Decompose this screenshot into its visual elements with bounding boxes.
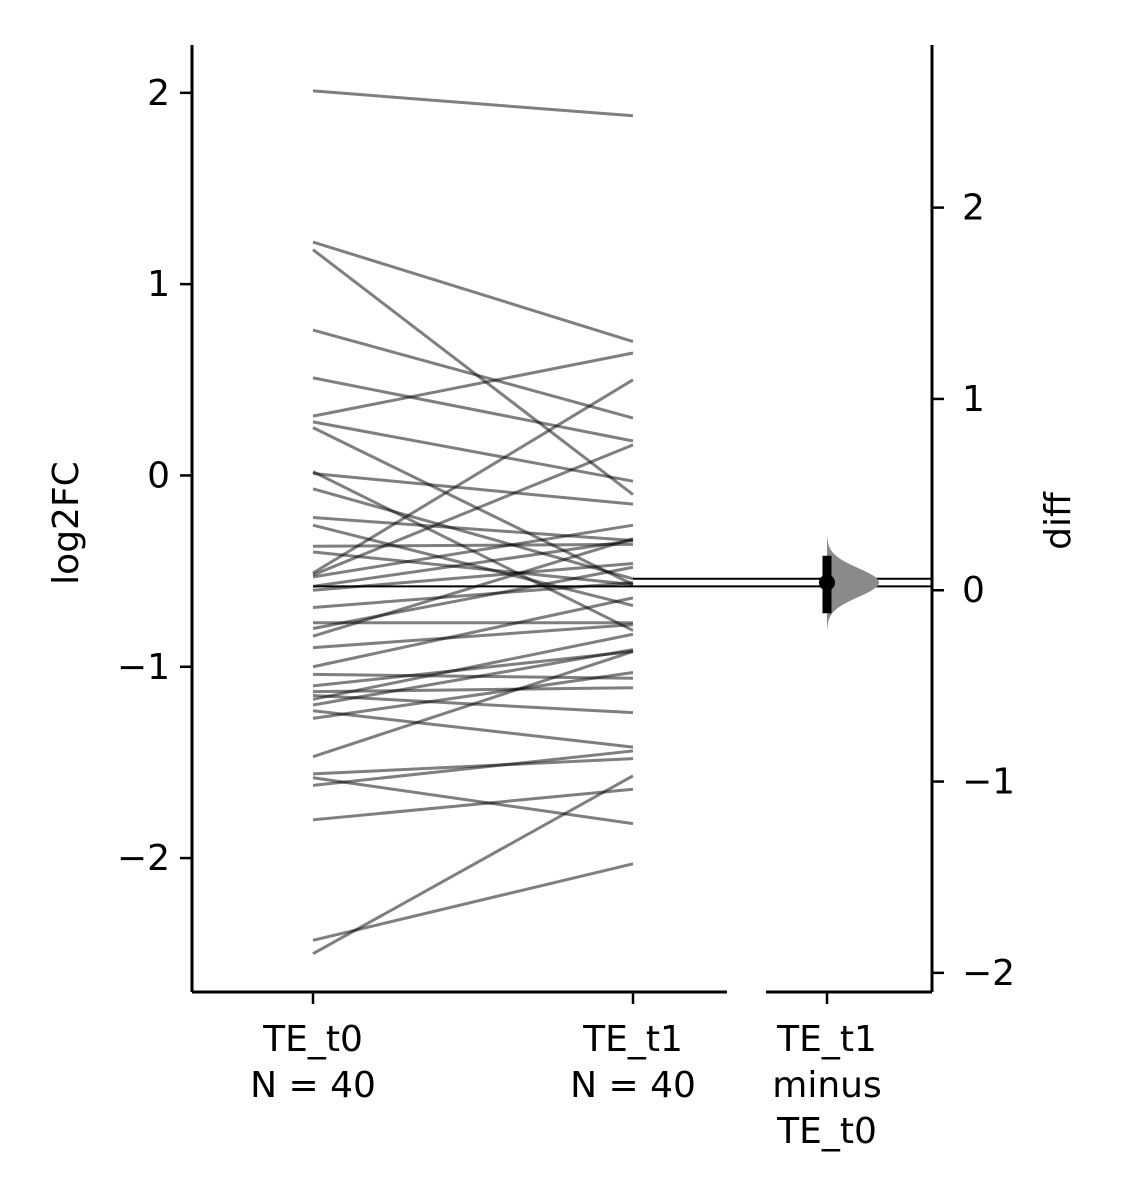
- pair-line: [312, 648, 634, 707]
- group-label-te-t1: TE_t1: [582, 1019, 683, 1060]
- pair-line: [312, 623, 634, 650]
- pair-line: [312, 542, 634, 548]
- contrast-group: [819, 536, 879, 629]
- group-label-te-t0: TE_t0: [262, 1019, 363, 1060]
- pair-line: [312, 671, 634, 720]
- pair-line: [312, 376, 634, 443]
- pair-line: [312, 523, 634, 579]
- pair-line: [312, 523, 634, 608]
- right-tick-label: 1: [962, 379, 985, 420]
- right-tick-label: −1: [962, 762, 1015, 803]
- pair-line: [312, 565, 634, 630]
- contrast-label: TE_t1: [776, 1019, 877, 1060]
- mean-difference-dot: [819, 574, 835, 591]
- pair-line: [312, 351, 634, 418]
- pair-line: [312, 443, 634, 577]
- left-tick-label: 2: [147, 73, 170, 114]
- pair-line: [312, 487, 634, 581]
- bootstrap-distribution: [827, 536, 879, 629]
- left-tick-label: 0: [147, 455, 170, 496]
- left-tick-label: −2: [117, 838, 170, 879]
- pair-line: [312, 248, 634, 496]
- right-tick-label: 0: [962, 570, 985, 611]
- pair-line: [312, 539, 634, 588]
- pair-line: [312, 787, 634, 822]
- contrast-label: minus: [772, 1065, 881, 1106]
- group-label-te-t0: N = 40: [250, 1065, 376, 1106]
- pair-line: [312, 550, 634, 586]
- pair-line: [312, 516, 634, 542]
- pair-line: [312, 686, 634, 694]
- pair-line: [312, 426, 634, 586]
- pair-line: [312, 757, 634, 776]
- group-label-te-t1: N = 40: [570, 1065, 696, 1106]
- right-axis-title: diff: [1038, 491, 1079, 550]
- pair-line: [312, 776, 634, 826]
- pair-line: [312, 774, 634, 956]
- axes: [180, 45, 944, 1004]
- left-tick-label: −1: [117, 647, 170, 688]
- pair-line: [312, 649, 634, 688]
- left-axis-title: log2FC: [46, 461, 87, 585]
- left-tick-label: 1: [147, 264, 170, 305]
- right-tick-label: 2: [962, 188, 985, 229]
- pair-line: [312, 749, 634, 787]
- pair-line: [312, 89, 634, 118]
- pair-line: [312, 378, 634, 575]
- pair-line: [312, 862, 634, 942]
- contrast-label: TE_t0: [776, 1111, 877, 1152]
- pair-line: [312, 650, 634, 759]
- right-tick-label: −2: [962, 953, 1015, 994]
- paired-lines: [312, 89, 634, 956]
- pair-line: [312, 472, 634, 506]
- pair-line: [312, 328, 634, 420]
- pair-line: [312, 632, 634, 701]
- pair-line: [312, 240, 634, 343]
- pair-line: [312, 420, 634, 483]
- labels: 2 1 0 −1 −2 2 1 0 −1 −2 TE_t0 N = 40 TE_t1 N = 40 TE_t…: [46, 73, 1079, 1152]
- pair-line: [312, 596, 634, 669]
- pair-line: [312, 709, 634, 749]
